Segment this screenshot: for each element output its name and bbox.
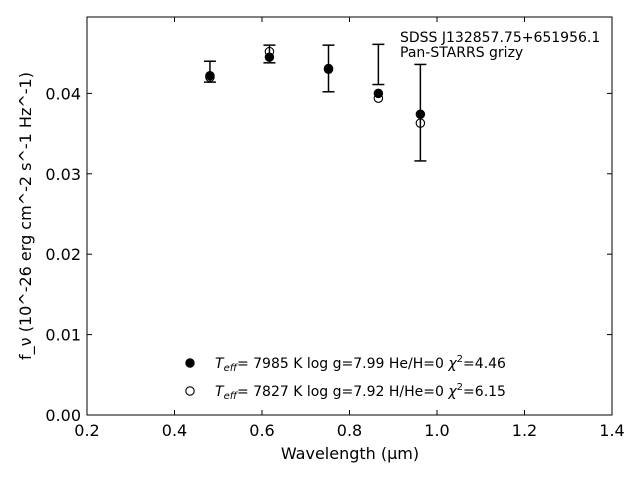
model-point-open bbox=[205, 72, 215, 83]
annotation-object-name: SDSS J132857.75+651956.1 bbox=[400, 30, 600, 46]
legend-logg-1: 7.99 bbox=[353, 356, 384, 372]
x-axis-label: Wavelength (μm) bbox=[281, 444, 419, 463]
y-tick-label: 0.03 bbox=[45, 165, 81, 184]
legend-entry-2: Teff= 7827 K log g=7.92 H/He=0 χ2=6.15 bbox=[215, 382, 506, 402]
legend-comp-1: He/H=0 bbox=[389, 356, 444, 372]
legend-marker-filled bbox=[185, 358, 195, 368]
model-point-filled bbox=[415, 109, 426, 120]
y-tick-label: 0.00 bbox=[45, 406, 81, 425]
legend-marker-open bbox=[185, 386, 195, 396]
legend-teff-2: 7827 K bbox=[253, 384, 303, 400]
legend: Teff= 7985 K log g=7.99 He/H=0 χ2=4.46 T… bbox=[185, 354, 506, 402]
x-tick-label: 1.0 bbox=[424, 421, 449, 440]
model-point-open bbox=[323, 64, 334, 75]
model-point-open bbox=[264, 46, 275, 57]
annotation-survey: Pan-STARRS grizy bbox=[400, 45, 523, 61]
y-tick-label: 0.02 bbox=[45, 245, 81, 264]
legend-teff-1: 7985 K bbox=[253, 356, 303, 372]
y-axis-ticks: 0.00 0.01 0.02 0.03 0.04 bbox=[45, 84, 612, 425]
model-points bbox=[205, 46, 426, 128]
model-point-open bbox=[373, 93, 384, 103]
x-tick-label: 1.4 bbox=[599, 421, 624, 440]
model-point-open bbox=[415, 118, 426, 128]
x-tick-label: 0.8 bbox=[337, 421, 362, 440]
y-axis-label: f_ν (10^-26 erg cm^-2 s^-1 Hz^-1) bbox=[16, 72, 36, 360]
x-tick-label: 1.2 bbox=[512, 421, 537, 440]
model-point-filled bbox=[373, 88, 384, 99]
legend-entry-1: Teff= 7985 K log g=7.99 He/H=0 χ2=4.46 bbox=[215, 354, 506, 374]
x-tick-label: 0.4 bbox=[162, 421, 187, 440]
y-tick-label: 0.01 bbox=[45, 326, 81, 345]
legend-chi2-1: 4.46 bbox=[475, 356, 506, 372]
y-tick-label: 0.04 bbox=[45, 84, 81, 103]
legend-logg-2: 7.92 bbox=[353, 384, 384, 400]
x-tick-label: 0.2 bbox=[74, 421, 99, 440]
x-axis-ticks: 0.2 0.4 0.6 0.8 1.0 1.2 1.4 bbox=[74, 17, 625, 440]
x-tick-label: 0.6 bbox=[249, 421, 274, 440]
legend-chi2-2: 6.15 bbox=[475, 384, 506, 400]
legend-comp-2: H/He=0 bbox=[389, 384, 444, 400]
observed-errorbars bbox=[203, 43, 427, 162]
